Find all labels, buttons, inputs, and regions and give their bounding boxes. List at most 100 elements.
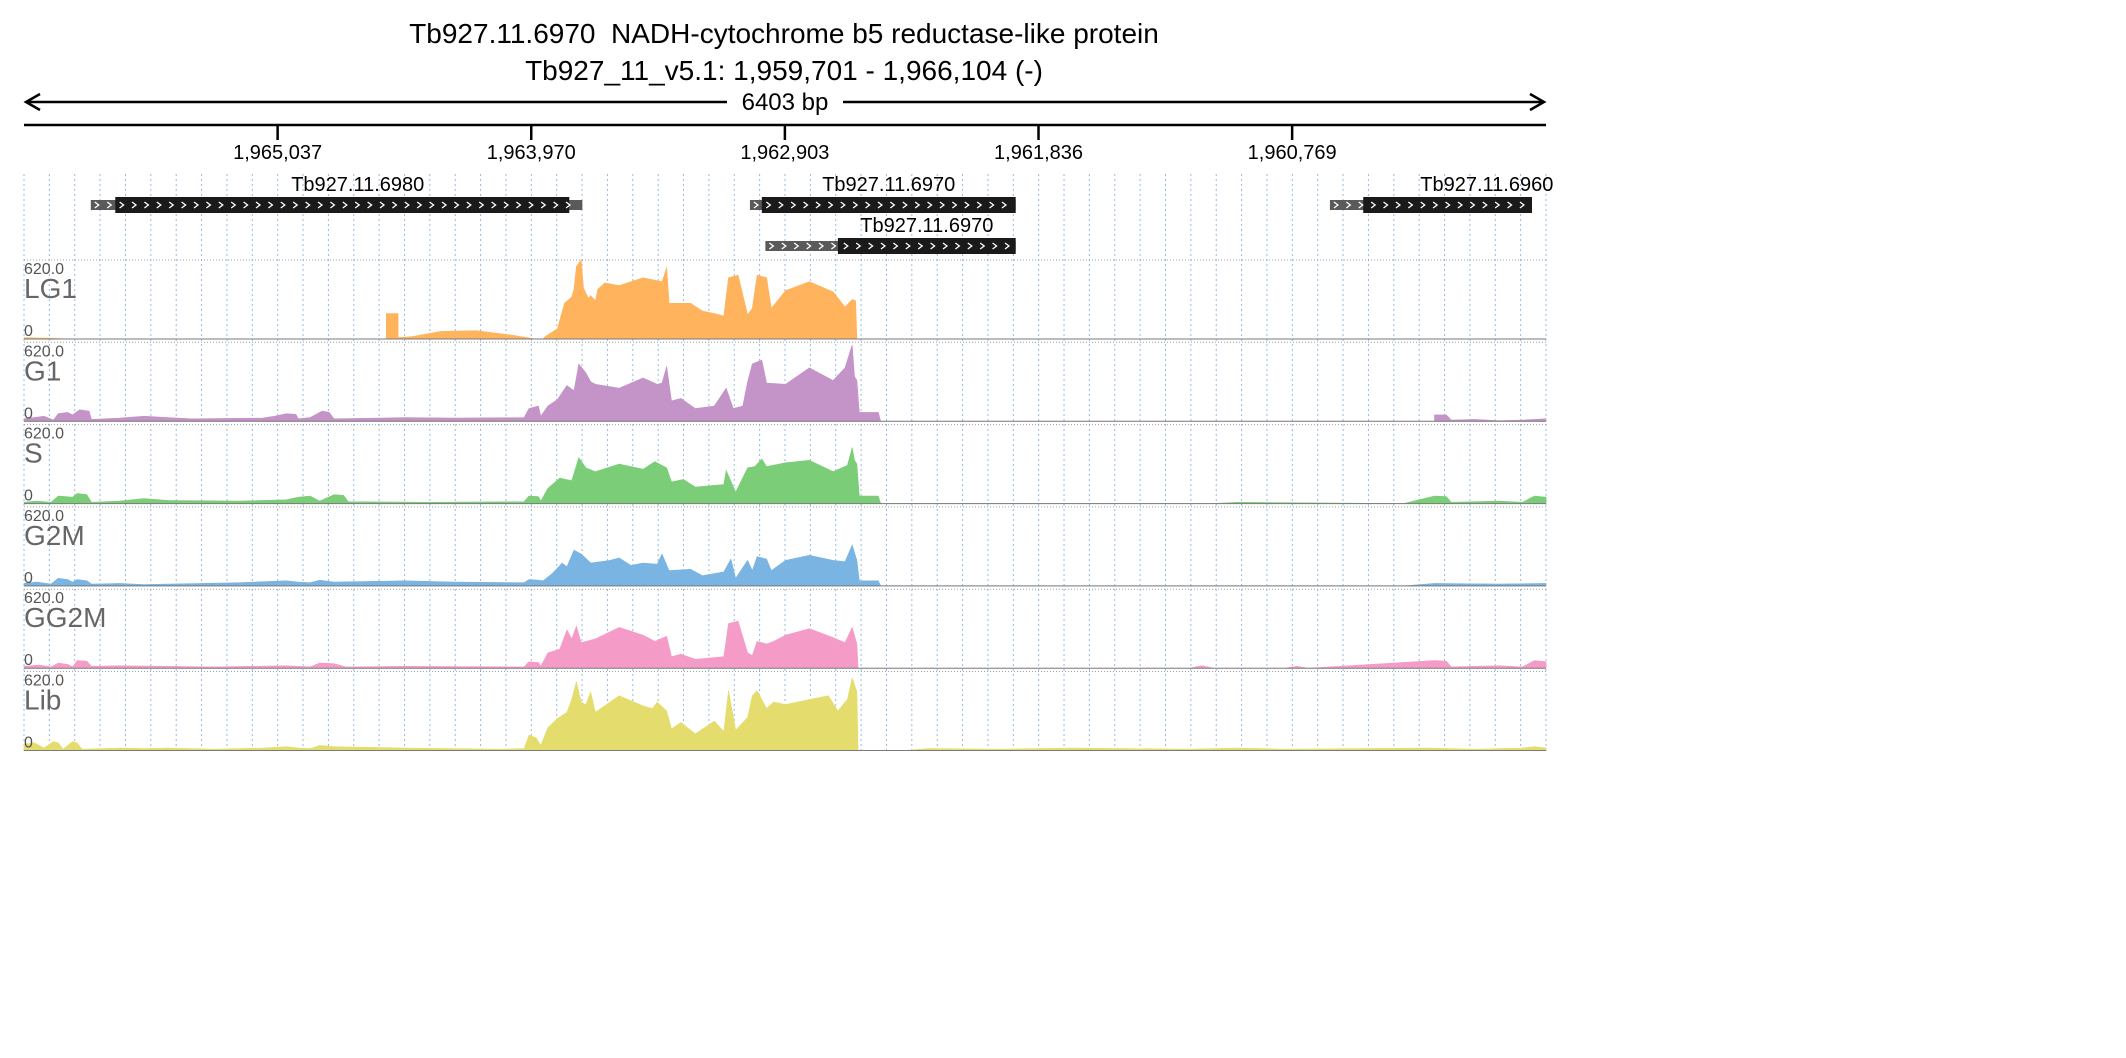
strand-chevron [1507,201,1513,209]
gene-cds-3 [1363,197,1532,213]
strand-chevron [939,201,946,209]
x-tick-label: 1,965,037 [233,142,322,164]
y-max-label: 620.0 [24,508,64,525]
gene-cds-2 [837,238,1016,254]
strand-chevron [1333,201,1340,209]
span-arrow-left-head [23,92,41,112]
span-arrow-right-head [1529,92,1547,112]
y-min-label: 0 [24,488,33,505]
strand-chevron [815,201,822,209]
strand-chevron [877,201,884,209]
strand-chevron [441,201,448,209]
y-min-label: 0 [24,405,33,422]
strand-chevron [1469,201,1476,209]
coverage-area-G1 [23,344,1547,422]
strand-chevron [292,201,299,209]
strand-chevron [230,201,237,209]
strand-chevron [94,201,100,209]
strand-chevron [1494,201,1501,209]
y-max-label: 620.0 [24,426,64,443]
strand-chevron [917,242,924,250]
strand-chevron [954,242,961,250]
coverage-area-G2M [23,544,1547,587]
strand-chevron [168,201,175,209]
strand-chevron [1383,201,1389,209]
gene-cds-0 [115,197,570,213]
strand-chevron [781,242,787,250]
coverage-area-S [23,447,1547,504]
strand-chevron [1004,242,1011,250]
strand-chevron [951,201,958,209]
x-tick-label: 1,961,836 [994,142,1083,164]
strand-chevron [367,201,373,209]
strand-chevron [317,201,324,209]
strand-chevron [144,201,150,209]
strand-chevron [1395,201,1402,209]
strand-chevron [778,201,784,209]
strand-chevron [1519,201,1526,209]
x-tick-label: 1,962,903 [740,142,829,164]
strand-chevron [454,201,460,209]
strand-chevron [392,201,398,209]
strand-chevron [119,201,125,209]
strand-chevron [330,201,336,209]
strand-chevron [565,201,572,209]
y-min-label: 0 [24,652,33,669]
strand-chevron [930,242,936,250]
strand-chevron [989,201,995,209]
strand-chevron [806,242,812,250]
strand-chevron [880,242,887,250]
genome-plot: 6403 bp 1,965,037 1,963,970 1,962,903 1,961,… [23,89,1553,752]
strand-chevron [342,201,348,209]
strand-chevron [528,201,534,209]
strand-chevron [218,201,224,209]
strand-chevron [1457,201,1464,209]
strand-chevron [967,242,973,250]
strand-chevron [902,201,908,209]
strand-chevron [843,242,849,250]
strand-chevron [865,201,871,209]
strand-chevron [156,201,162,209]
strand-chevron [255,201,262,209]
strand-chevron [280,201,286,209]
strand-chevron [889,201,896,209]
strand-chevron [1358,201,1364,209]
gene-cds-1 [761,197,1016,213]
gene-label: Tb927.11.6980 [291,174,424,196]
strand-chevron [855,242,862,250]
span-label: 6403 bp [742,89,829,116]
strand-chevron [1482,201,1488,209]
strand-chevron [793,242,800,250]
strand-chevron [1345,201,1352,209]
strand-chevron [840,201,846,209]
track-name-LG1: LG1 [24,273,77,304]
strand-chevron [868,242,874,250]
strand-chevron [503,201,510,209]
strand-chevron [942,242,949,250]
y-max-label: 620.0 [24,590,64,607]
chart-subtitle: Tb927_11_v5.1: 1,959,701 - 1,966,104 (-) [525,55,1043,86]
coverage-area-Lib [23,676,1547,751]
strand-chevron [206,201,212,209]
strand-chevron [927,201,933,209]
strand-chevron [1420,201,1426,209]
gene-label: Tb927.11.6970 [822,174,955,196]
genome-browser-figure: Tb927.11.6970 NADH-cytochrome b5 reducta… [23,18,1553,752]
strand-chevron [753,201,760,209]
coverage-area-LG1 [23,259,1546,340]
strand-chevron [992,242,998,250]
strand-chevron [1001,201,1008,209]
y-min-label: 0 [24,323,33,340]
track-name-Lib: Lib [24,685,61,716]
strand-chevron [964,201,970,209]
strand-chevron [416,201,423,209]
track-name-S: S [24,438,43,469]
strand-chevron [404,201,410,209]
strand-chevron [106,201,113,209]
strand-chevron [1370,201,1377,209]
y-max-label: 620.0 [24,261,64,278]
strand-chevron [429,201,435,209]
strand-chevron [790,201,797,209]
strand-chevron [768,242,775,250]
strand-chevron [193,201,200,209]
